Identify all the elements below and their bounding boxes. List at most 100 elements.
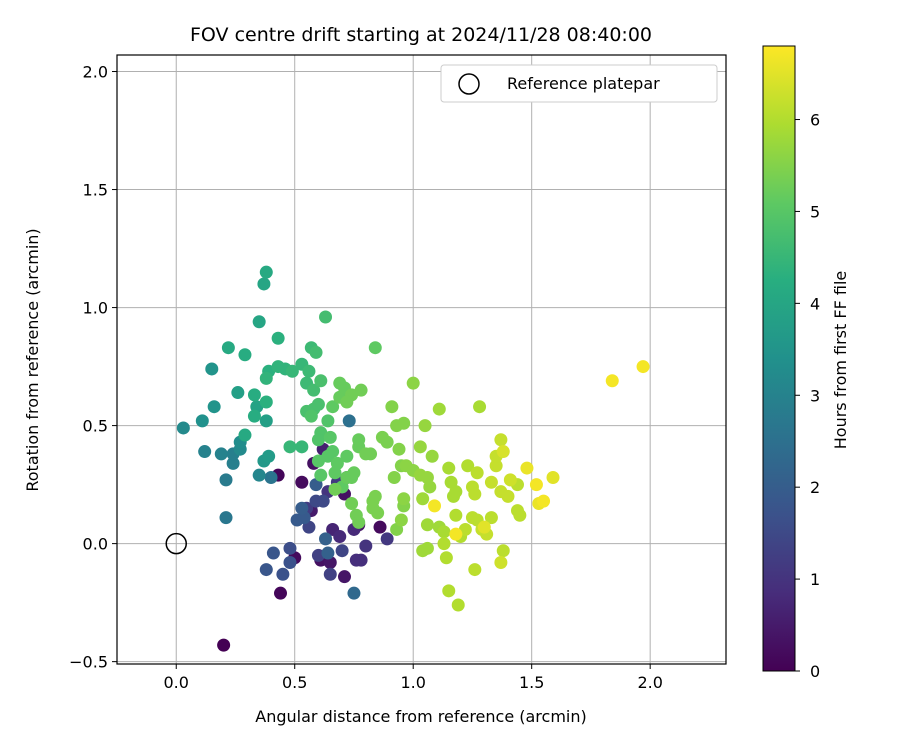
data-point bbox=[205, 362, 219, 376]
data-point bbox=[214, 447, 228, 461]
legend-box bbox=[440, 64, 718, 103]
data-point bbox=[364, 447, 378, 461]
data-point bbox=[340, 395, 354, 409]
y-tick-label: 2.0 bbox=[83, 63, 108, 82]
data-point bbox=[385, 400, 399, 414]
data-point bbox=[311, 397, 325, 411]
data-point bbox=[484, 475, 498, 489]
data-point bbox=[195, 414, 209, 428]
data-point bbox=[397, 492, 411, 506]
data-point bbox=[295, 440, 309, 454]
data-point bbox=[207, 400, 221, 414]
data-point bbox=[321, 546, 335, 560]
data-point bbox=[423, 480, 437, 494]
data-point bbox=[311, 433, 325, 447]
data-point bbox=[285, 364, 299, 378]
data-point bbox=[342, 414, 356, 428]
data-point bbox=[217, 638, 231, 652]
data-point bbox=[328, 482, 342, 496]
data-point bbox=[295, 501, 309, 515]
data-point bbox=[314, 468, 328, 482]
data-point bbox=[340, 449, 354, 463]
legend-entry-label: Reference platepar bbox=[507, 74, 660, 93]
data-point bbox=[489, 459, 503, 473]
data-point bbox=[354, 553, 368, 567]
data-point bbox=[257, 277, 271, 291]
data-point bbox=[394, 513, 408, 527]
legend-marker-icon bbox=[458, 73, 480, 95]
data-point bbox=[259, 563, 273, 577]
grid-lines bbox=[117, 55, 726, 664]
data-point bbox=[359, 539, 373, 553]
x-tick-label: 0.0 bbox=[164, 673, 189, 692]
data-point bbox=[420, 541, 434, 555]
data-point bbox=[262, 449, 276, 463]
y-tick-label: 1.0 bbox=[83, 299, 108, 318]
data-point bbox=[416, 492, 430, 506]
y-axis-ticks: −0.5 0.0 0.5 1.0 1.5 2.0 bbox=[69, 63, 117, 672]
data-point bbox=[387, 471, 401, 485]
data-point bbox=[238, 348, 252, 362]
data-point bbox=[470, 466, 484, 480]
data-point bbox=[449, 527, 463, 541]
colorbar: 0 1 2 3 4 5 6 Hours from first FF file bbox=[762, 45, 850, 681]
data-point bbox=[259, 265, 273, 279]
colorbar-label: Hours from first FF file bbox=[831, 271, 850, 450]
reference-point-marker bbox=[165, 532, 187, 555]
data-point bbox=[442, 584, 456, 598]
x-tick-label: 1.0 bbox=[400, 673, 425, 692]
data-point bbox=[226, 456, 240, 470]
data-point bbox=[328, 466, 342, 480]
data-point bbox=[352, 515, 366, 529]
data-point bbox=[314, 374, 328, 388]
x-tick-label: 1.5 bbox=[519, 673, 544, 692]
y-tick-label: 0.0 bbox=[83, 535, 108, 554]
colorbar-tick-label: 3 bbox=[810, 386, 820, 405]
data-point bbox=[316, 494, 330, 508]
data-point bbox=[473, 400, 487, 414]
data-point bbox=[442, 461, 456, 475]
data-point bbox=[219, 473, 233, 487]
data-point bbox=[484, 511, 498, 525]
data-point bbox=[252, 468, 266, 482]
data-point bbox=[302, 364, 316, 378]
data-point bbox=[546, 471, 560, 485]
data-point bbox=[371, 506, 385, 520]
data-point bbox=[503, 473, 517, 487]
data-point bbox=[335, 544, 349, 558]
data-point bbox=[513, 508, 527, 522]
data-points bbox=[176, 265, 650, 652]
data-point bbox=[283, 440, 297, 454]
chart-title: FOV centre drift starting at 2024/11/28 … bbox=[190, 24, 652, 46]
legend: Reference platepar bbox=[440, 64, 718, 103]
data-point bbox=[337, 570, 351, 584]
data-point bbox=[345, 496, 359, 510]
y-axis-label: Rotation from reference (arcmin) bbox=[23, 228, 42, 491]
data-point bbox=[428, 499, 442, 513]
colorbar-ticks: 0 1 2 3 4 5 6 bbox=[795, 111, 820, 681]
data-point bbox=[238, 428, 252, 442]
data-point bbox=[397, 416, 411, 430]
data-point bbox=[437, 537, 451, 551]
data-point bbox=[283, 556, 297, 569]
data-point bbox=[259, 395, 273, 409]
data-point bbox=[461, 459, 475, 473]
data-point bbox=[392, 442, 406, 456]
data-point bbox=[605, 374, 619, 388]
data-point bbox=[368, 341, 382, 355]
data-point bbox=[309, 345, 323, 359]
data-point bbox=[537, 494, 551, 508]
data-point bbox=[494, 556, 508, 569]
data-point bbox=[520, 461, 534, 475]
colorbar-tick-label: 0 bbox=[810, 662, 820, 681]
data-point bbox=[420, 518, 434, 532]
colorbar-tick-label: 5 bbox=[810, 202, 820, 221]
data-point bbox=[373, 520, 387, 534]
colorbar-tick-label: 2 bbox=[810, 478, 820, 497]
data-point bbox=[319, 532, 333, 546]
data-point bbox=[494, 433, 508, 447]
data-point bbox=[354, 383, 368, 397]
data-point bbox=[496, 544, 510, 558]
data-point bbox=[274, 586, 288, 600]
